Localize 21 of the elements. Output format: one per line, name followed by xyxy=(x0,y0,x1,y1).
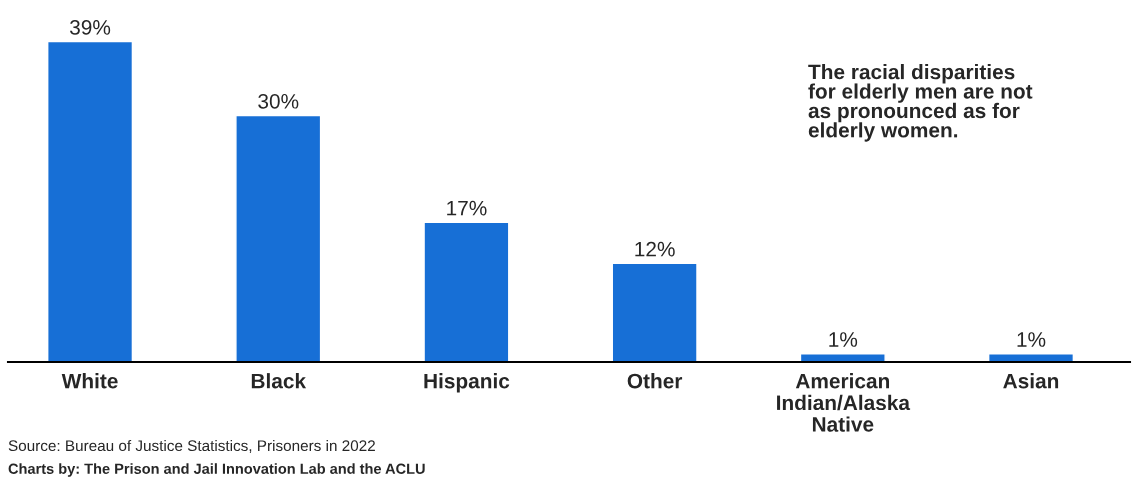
bar xyxy=(611,262,698,362)
data-label: 39% xyxy=(70,20,111,35)
bar xyxy=(423,221,510,362)
data-label: 30% xyxy=(258,93,299,109)
x-tick-label: White xyxy=(61,373,118,389)
source-note: Source: Bureau of Justice Statistics, Prisoners in 2022 xyxy=(8,439,375,453)
data-label: 1% xyxy=(829,332,858,347)
x-tick-label: Other xyxy=(627,373,683,389)
x-tick-label: Hispanic xyxy=(424,373,510,393)
x-tick-label: American Indian/Alaska Native xyxy=(777,373,911,432)
bar xyxy=(47,40,134,362)
bar xyxy=(799,353,886,362)
data-label: 12% xyxy=(635,241,675,257)
data-label: 17% xyxy=(447,200,487,216)
x-tick-label: Asian xyxy=(1003,373,1059,389)
annotation: The racial disparities for elderly men are not as pronounced as for elderly women. xyxy=(808,64,1033,142)
bar xyxy=(235,114,322,362)
text: Charts by: The Prison and Jail Innovation Lab and the ACLU xyxy=(8,463,425,477)
x-tick-label: Black xyxy=(251,373,307,389)
bar xyxy=(987,353,1075,362)
data-label: 1% xyxy=(1017,332,1046,347)
